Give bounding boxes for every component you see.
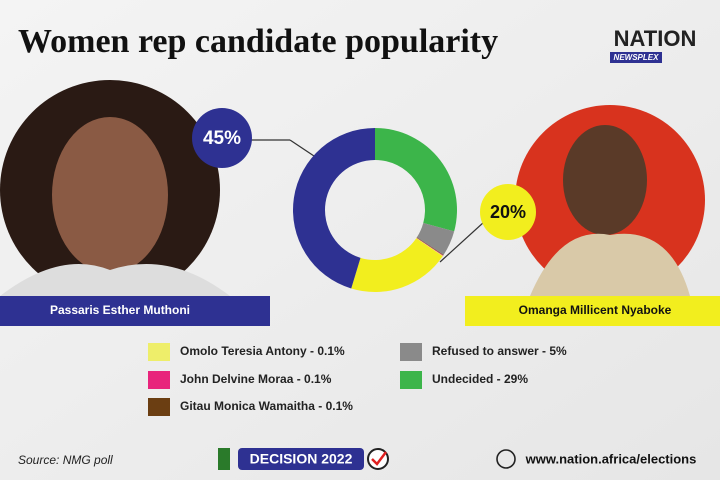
legend-label: Omolo Teresia Antony - 0.1% bbox=[180, 344, 345, 358]
legend-label: John Delvine Moraa - 0.1% bbox=[180, 372, 332, 386]
candidate-name: Passaris Esther Muthoni bbox=[50, 303, 190, 317]
donut-slice bbox=[293, 128, 375, 289]
candidate-name: Omanga Millicent Nyaboke bbox=[519, 303, 672, 317]
url: www.nation.africa/elections bbox=[525, 451, 697, 466]
globe-icon bbox=[496, 449, 516, 469]
chart-title: Women rep candidate popularity bbox=[18, 23, 498, 60]
donut-slice bbox=[351, 238, 443, 292]
value-bubble bbox=[192, 108, 252, 168]
donut bbox=[293, 128, 457, 292]
logo-bar bbox=[610, 52, 662, 63]
badge bbox=[238, 448, 364, 470]
portrait-left bbox=[0, 80, 230, 300]
legend-swatch bbox=[148, 343, 170, 361]
logo-sub: NEWSPLEX bbox=[614, 53, 660, 62]
portrait-right bbox=[515, 105, 705, 296]
value-bubble bbox=[480, 184, 536, 240]
donut-slice bbox=[375, 128, 457, 232]
legend-label: Refused to answer - 5% bbox=[432, 344, 567, 358]
donut-slice bbox=[416, 223, 455, 255]
badge-check-mark bbox=[371, 451, 387, 466]
legend-swatch bbox=[400, 371, 422, 389]
donut-slice bbox=[416, 237, 444, 256]
badge-text: DECISION 2022 bbox=[250, 451, 353, 467]
logo: NATION bbox=[614, 26, 697, 51]
legend-swatch bbox=[148, 371, 170, 389]
legend-label: Gitau Monica Wamaitha - 0.1% bbox=[180, 399, 353, 413]
donut-slice bbox=[416, 237, 444, 256]
value-label: 20% bbox=[490, 202, 526, 222]
legend: Omolo Teresia Antony - 0.1% John Delvine … bbox=[148, 343, 567, 416]
banner-right bbox=[465, 296, 720, 326]
value-label: 45% bbox=[203, 128, 241, 149]
badge-flag bbox=[218, 448, 230, 470]
legend-swatch bbox=[148, 398, 170, 416]
source: Source: NMG poll bbox=[18, 453, 113, 467]
legend-label: Undecided - 29% bbox=[432, 372, 528, 386]
donut-slice bbox=[416, 237, 443, 257]
banner-left bbox=[0, 296, 270, 326]
legend-swatch bbox=[400, 343, 422, 361]
